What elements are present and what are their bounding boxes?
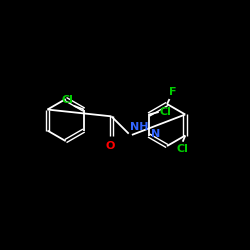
Text: F: F: [170, 86, 177, 97]
Text: Cl: Cl: [160, 107, 172, 117]
Text: N: N: [151, 129, 160, 139]
Text: Cl: Cl: [61, 95, 73, 105]
Text: Cl: Cl: [177, 144, 189, 154]
Text: NH: NH: [130, 122, 148, 132]
Text: O: O: [106, 140, 115, 150]
